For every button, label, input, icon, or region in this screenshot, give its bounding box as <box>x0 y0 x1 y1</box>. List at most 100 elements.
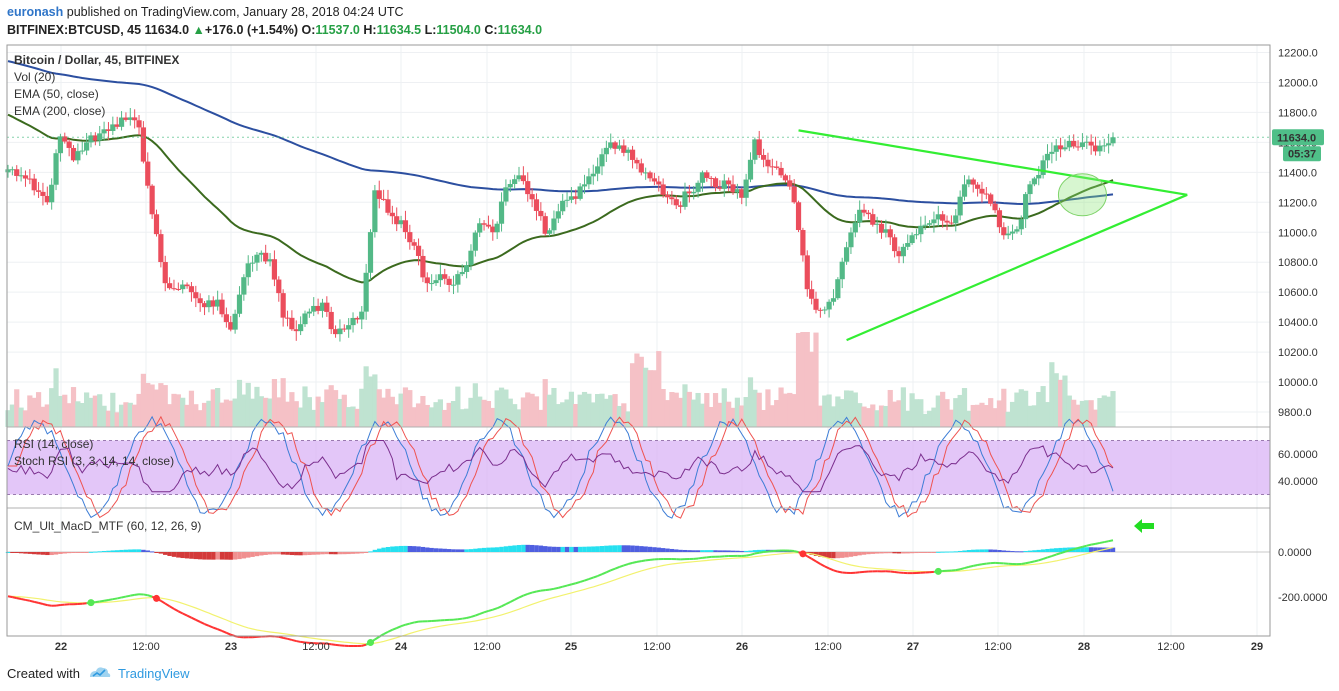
ema-200-line <box>7 60 1114 206</box>
candle <box>787 180 793 187</box>
chart-area[interactable]: 9800.0 10000.0 10200.0 10400.0 10600.0 10800.… <box>0 44 1339 657</box>
candle <box>459 271 465 275</box>
time-axis-label: 27 <box>907 641 919 653</box>
price-axis-label: 10800.0 <box>1278 257 1318 269</box>
macd-histogram-bar <box>377 548 382 552</box>
volume-bar <box>1084 400 1090 427</box>
macd-histogram-bar <box>516 545 522 552</box>
candle <box>1066 140 1072 148</box>
ema-cross-highlight[interactable] <box>1057 173 1107 217</box>
macd-histogram-bar <box>263 552 268 555</box>
macd-line-segment <box>483 609 489 614</box>
candle <box>463 265 470 272</box>
candle <box>472 232 478 251</box>
candle <box>966 179 972 185</box>
macd-histogram-bar <box>669 548 675 552</box>
price-axis-label: 12200.0 <box>1278 47 1318 59</box>
macd-histogram-bar <box>674 549 679 552</box>
macd-line-segment <box>125 594 131 598</box>
volume-bar <box>14 389 20 427</box>
volume-bar <box>538 409 544 427</box>
volume-bar <box>9 404 15 427</box>
candle <box>219 299 225 315</box>
volume-bar <box>284 401 291 427</box>
macd-histogram-bar <box>639 546 644 552</box>
macd-histogram-bar <box>420 546 426 552</box>
macd-line-segment <box>212 626 218 631</box>
candle <box>656 181 662 185</box>
volume-bar <box>647 370 653 427</box>
macd-histogram-bar <box>914 552 919 554</box>
volume-bar <box>232 398 238 427</box>
macd-line-segment <box>130 593 135 597</box>
candle <box>450 284 457 286</box>
macd-line-segment <box>191 616 197 621</box>
volume-bar <box>350 406 356 427</box>
candle <box>516 175 522 180</box>
candle <box>197 298 203 304</box>
volume-bar <box>712 393 719 427</box>
volume-bar <box>525 392 531 427</box>
volume-bar <box>372 374 378 427</box>
time-axis-label: 12:00 <box>132 641 160 653</box>
price-axis-label: 10200.0 <box>1278 347 1318 359</box>
macd-histogram-bar <box>534 545 539 552</box>
macd-line-segment <box>575 580 581 585</box>
tradingview-link[interactable]: TradingView <box>118 666 190 681</box>
volume-bar <box>337 398 343 427</box>
volume-bar <box>442 409 448 427</box>
candle <box>245 263 251 278</box>
macd-line-segment <box>579 579 585 583</box>
macd-histogram-bar <box>438 548 443 552</box>
candle <box>92 135 98 141</box>
triangle-upper-trendline[interactable] <box>798 129 1188 196</box>
macd-histogram-bar <box>529 544 535 552</box>
macd-histogram-bar <box>267 552 273 555</box>
candle <box>477 223 483 233</box>
macd-histogram-bar <box>411 546 417 552</box>
macd-histogram-bar <box>1001 550 1007 552</box>
volume-bar <box>961 388 968 427</box>
volume-bar <box>651 370 658 427</box>
macd-line-segment <box>221 630 227 634</box>
volume-bar <box>66 403 72 427</box>
macd-line-segment <box>1047 555 1053 559</box>
macd-histogram-bar <box>595 546 600 552</box>
macd-line-segment <box>1034 559 1039 563</box>
price-legend-item: EMA (50, close) <box>14 87 99 101</box>
candle <box>1049 151 1055 154</box>
macd-histogram-bar <box>521 544 526 552</box>
candle <box>442 274 448 279</box>
macd-histogram-bar <box>246 552 251 558</box>
volume-bar <box>79 403 85 427</box>
author-link[interactable]: euronash <box>7 5 64 19</box>
candle <box>905 243 911 247</box>
macd-axis-label: -200.0000 <box>1278 592 1328 604</box>
candle <box>935 214 941 220</box>
candle <box>201 303 208 308</box>
macd-histogram-bar <box>40 552 46 555</box>
candle <box>581 184 588 187</box>
tradingview-logo-icon[interactable] <box>88 665 112 681</box>
macd-histogram-bar <box>879 552 884 554</box>
volume-bar <box>346 407 352 427</box>
triangle-lower-trendline[interactable] <box>846 193 1188 342</box>
candle <box>75 151 81 161</box>
macd-line-segment <box>531 590 537 594</box>
macd-histogram-bar <box>997 550 1002 552</box>
macd-histogram-bar <box>909 552 915 554</box>
macd-histogram-bar <box>346 552 351 555</box>
volume-bar <box>429 407 435 427</box>
macd-line-segment <box>47 604 52 607</box>
macd-line-segment <box>217 628 223 632</box>
candle <box>512 179 518 185</box>
candle <box>983 193 989 195</box>
volume-bar <box>57 395 64 427</box>
rsi-legend-item: RSI (14, close) <box>14 437 93 451</box>
volume-bar <box>105 410 112 427</box>
macd-histogram-bar <box>813 552 819 556</box>
volume-bar <box>734 397 740 427</box>
macd-histogram-bar <box>398 545 404 552</box>
macd-histogram-bar <box>307 552 312 556</box>
macd-line-segment <box>164 602 171 608</box>
